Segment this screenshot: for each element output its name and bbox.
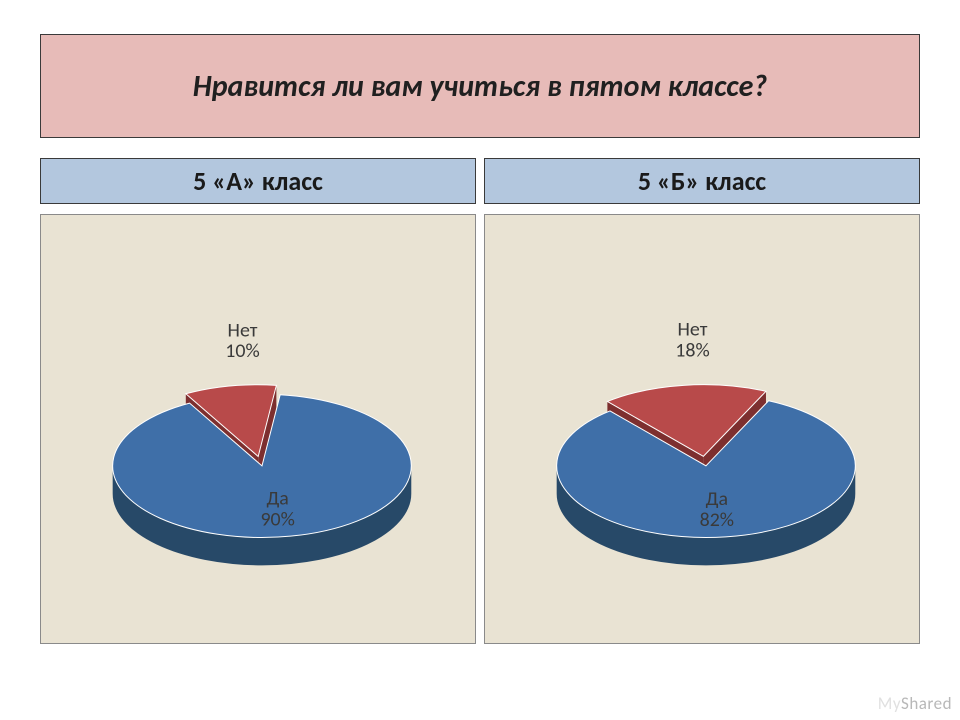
pie-svg-b: Нет18%Да82%: [485, 215, 919, 643]
svg-text:Нет10%: Нет10%: [225, 318, 259, 363]
watermark-prefix: My: [878, 693, 901, 714]
subtitle-b-text: 5 «Б» класс: [638, 165, 766, 197]
watermark: MyShared: [878, 693, 952, 714]
pie-chart-class-a: Нет10%Да90%: [40, 214, 476, 644]
slide-title: Нравится ли вам учиться в пятом классе?: [40, 34, 920, 138]
watermark-suffix: Shared: [901, 693, 952, 714]
subtitle-class-b: 5 «Б» класс: [484, 158, 920, 204]
subtitle-a-text: 5 «А» класс: [193, 165, 323, 197]
pie-chart-class-b: Нет18%Да82%: [484, 214, 920, 644]
slide-title-text: Нравится ли вам учиться в пятом классе?: [193, 68, 767, 105]
subtitle-class-a: 5 «А» класс: [40, 158, 476, 204]
svg-text:Нет18%: Нет18%: [675, 318, 709, 363]
pie-svg-a: Нет10%Да90%: [41, 215, 475, 643]
